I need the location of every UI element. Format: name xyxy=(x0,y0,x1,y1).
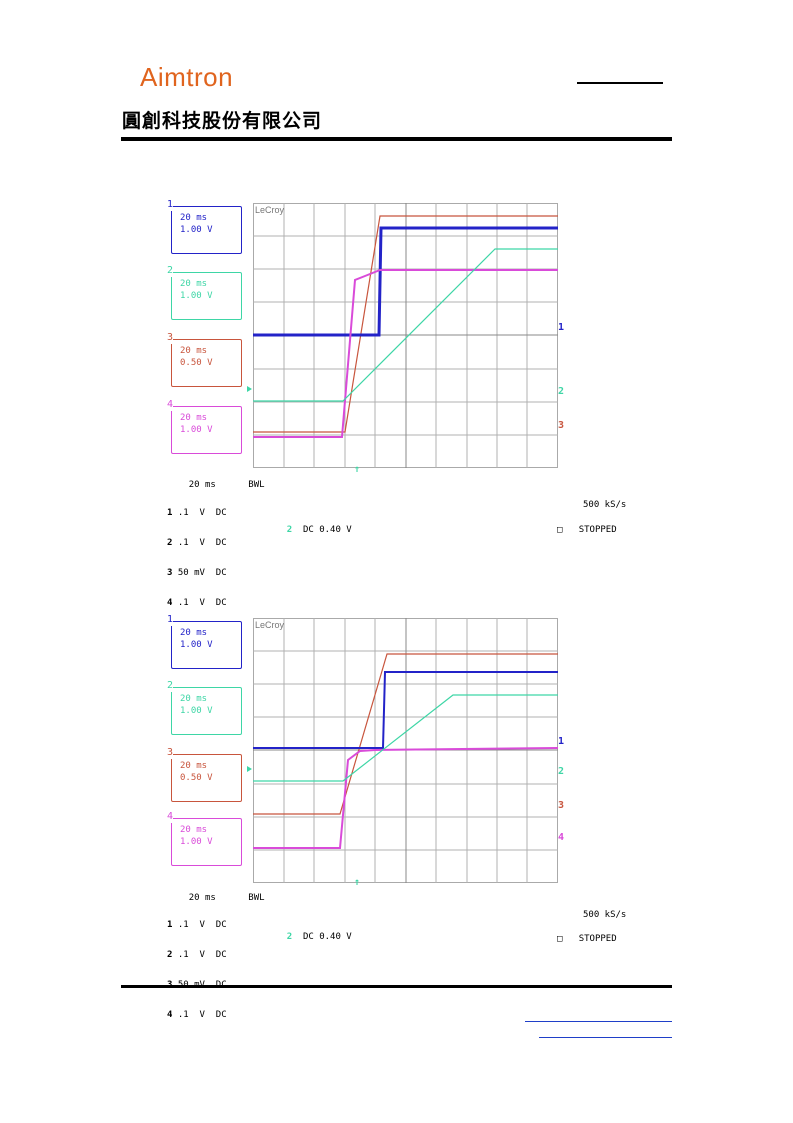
channel-box-3: 3 20 ms 0.50 V xyxy=(167,747,242,802)
channel-box-1: 1 20 ms 1.00 V xyxy=(167,614,242,669)
channel-volt: 0.50 V xyxy=(180,773,213,783)
channel-volt: 1.00 V xyxy=(180,706,213,716)
oscilloscope-capture-1: 1 20 ms 1.00 V 2 20 ms 1.00 V 3 20 ms 0.… xyxy=(165,199,645,608)
channel-time: 20 ms xyxy=(180,413,208,423)
channel-volt: 1.00 V xyxy=(180,640,213,650)
channel-box-3: 3 20 ms 0.50 V xyxy=(167,332,242,387)
footer-link-line-1[interactable] xyxy=(525,1021,672,1022)
trace-marker-1: 1 xyxy=(558,736,565,747)
trigger-arrow: ↑ xyxy=(354,877,361,888)
header-rule xyxy=(121,137,672,141)
channel-volt: 1.00 V xyxy=(180,837,213,847)
scope-brand: LeCroy xyxy=(255,205,285,215)
company-name-cn: 圓創科技股份有限公司 xyxy=(122,110,323,132)
channel-time: 20 ms xyxy=(180,628,208,638)
channel-time: 20 ms xyxy=(180,346,208,356)
channel-box-4: 4 20 ms 1.00 V xyxy=(167,811,242,866)
channel-volt: 1.00 V xyxy=(180,225,213,235)
sample-rate: 500 kS/s xyxy=(583,910,627,920)
company-logo: Aimtron xyxy=(140,62,234,92)
footer-link-line-2[interactable] xyxy=(539,1037,672,1038)
channel-time: 20 ms xyxy=(180,279,208,289)
channel-box-1: 1 20 ms 1.00 V xyxy=(167,199,242,254)
scope-traces xyxy=(247,203,558,468)
acquisition-status: □ STOPPED xyxy=(557,934,617,944)
channel-box-2: 2 20 ms 1.00 V xyxy=(167,680,242,735)
channel-time: 20 ms xyxy=(180,825,208,835)
scope-brand: LeCroy xyxy=(255,620,285,630)
channel-volt: 1.00 V xyxy=(180,291,213,301)
trace-marker-4: 4 xyxy=(558,832,565,843)
channel-box-4: 4 20 ms 1.00 V xyxy=(167,399,242,454)
trace-marker-1: 1 xyxy=(558,322,565,333)
trigger-info: 2 DC 0.40 V xyxy=(286,932,352,942)
trigger-info: 2 DC 0.40 V xyxy=(286,525,352,535)
trace-marker-3: 3 xyxy=(558,420,565,431)
oscilloscope-capture-2: 1 20 ms 1.00 V 2 20 ms 1.00 V 3 20 ms 0.… xyxy=(165,614,645,1020)
header-short-line xyxy=(577,82,663,84)
acquisition-status: □ STOPPED xyxy=(557,525,617,535)
trace-marker-2: 2 xyxy=(558,766,565,777)
channel-volt: 1.00 V xyxy=(180,425,213,435)
trigger-arrow: ↑ xyxy=(354,464,361,475)
channel-time: 20 ms xyxy=(180,761,208,771)
sample-rate: 500 kS/s xyxy=(583,500,627,510)
channel-time: 20 ms xyxy=(180,694,208,704)
scope-traces xyxy=(247,618,559,883)
trace-marker-2: 2 xyxy=(558,386,565,397)
timebase-info: 20 ms BWL xyxy=(188,893,265,903)
channel-box-2: 2 20 ms 1.00 V xyxy=(167,265,242,320)
timebase-info: 20 ms BWL xyxy=(188,480,265,490)
channel-volt: 0.50 V xyxy=(180,358,213,368)
coupling-list: 1 .1 V DC 2 .1 V DC 3 50 mV DC 4 .1 V DC xyxy=(167,508,227,608)
trace-marker-3: 3 xyxy=(558,800,565,811)
footer-rule xyxy=(121,985,672,988)
channel-time: 20 ms xyxy=(180,213,208,223)
coupling-list: 1 .1 V DC 2 .1 V DC 3 50 mV DC 4 .1 V DC xyxy=(167,920,227,1020)
